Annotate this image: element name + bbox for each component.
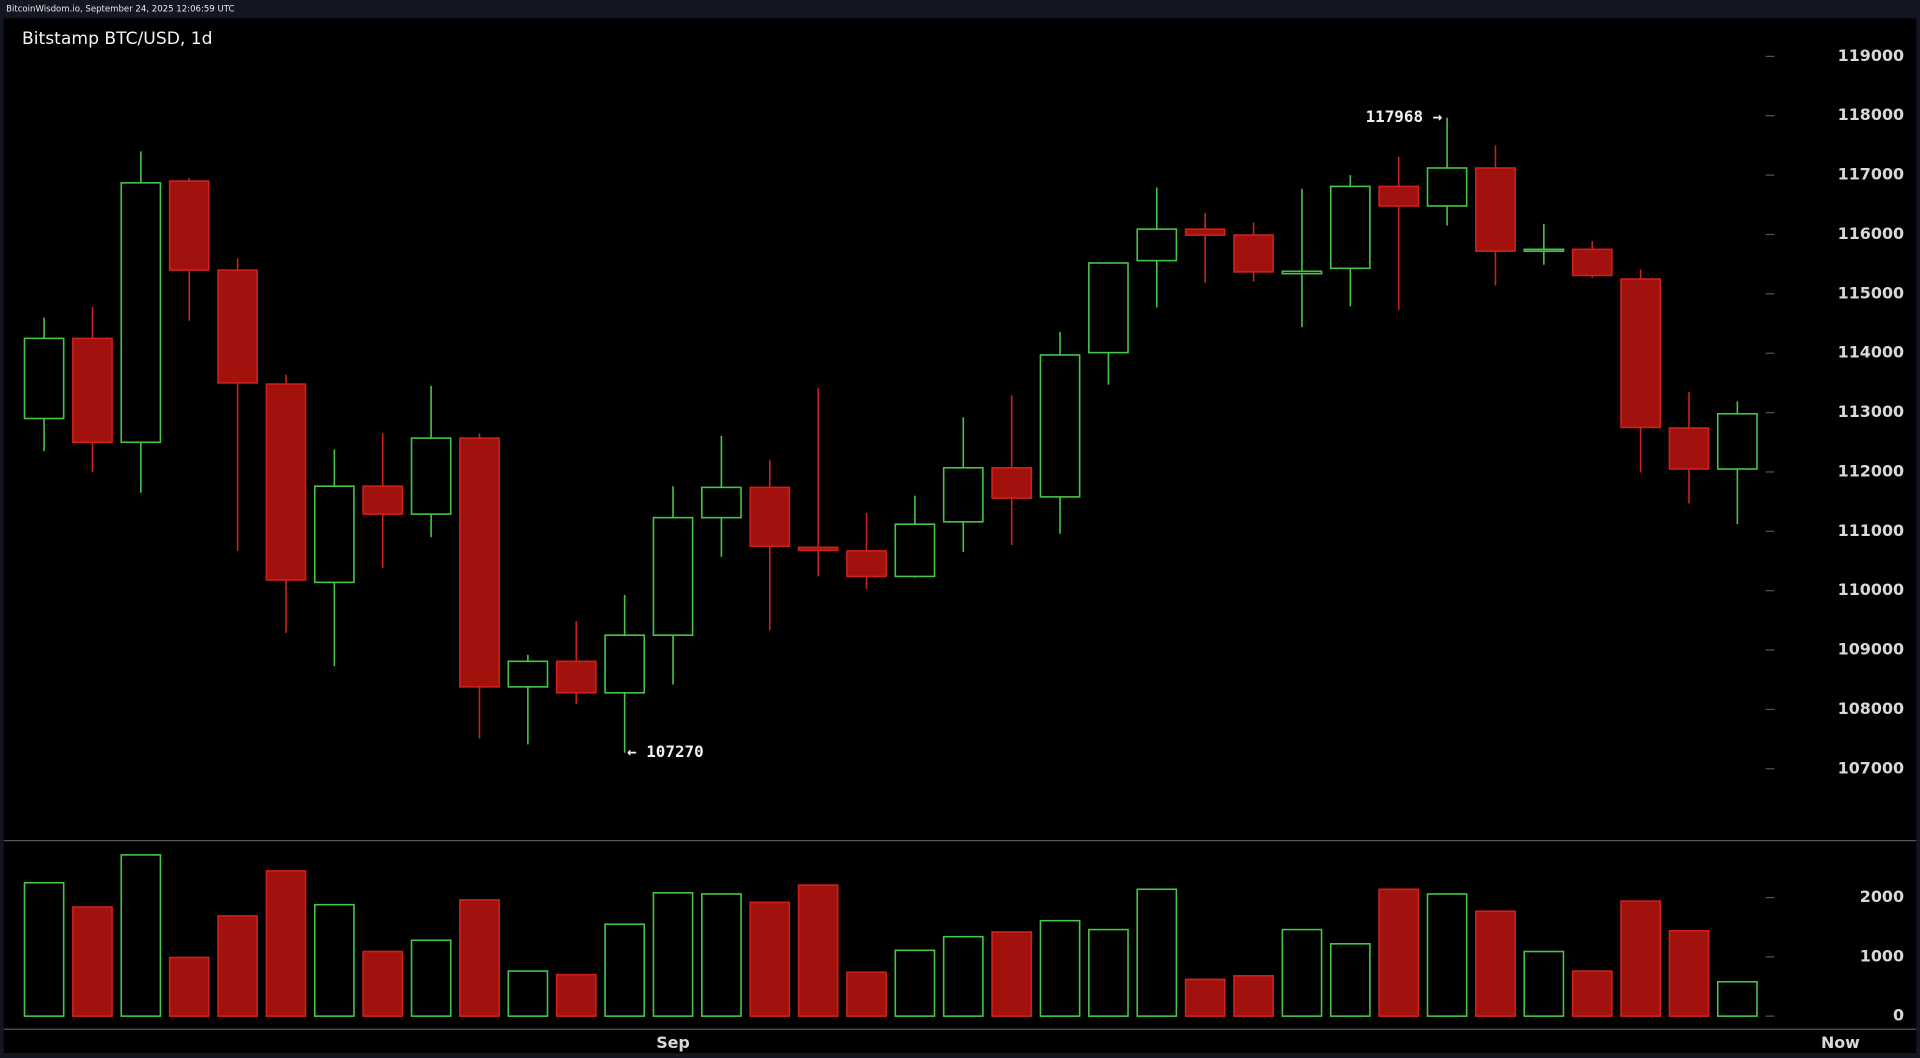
- y-tick-label: 115000: [1838, 283, 1904, 302]
- candle-body: [991, 466, 1033, 499]
- volume-bar: [168, 956, 210, 1017]
- y-tick-label: 111000: [1838, 521, 1904, 540]
- chart-title: Bitstamp BTC/USD, 1d: [22, 29, 213, 49]
- candle-body: [749, 486, 791, 547]
- volume-bar: [1716, 980, 1758, 1017]
- candle-body: [942, 466, 984, 523]
- y-tick-label: 0: [1893, 1006, 1904, 1025]
- candle-body: [1523, 248, 1565, 252]
- volume-bar: [797, 884, 839, 1017]
- volume-bar: [555, 973, 597, 1017]
- volume-bar: [701, 893, 742, 1017]
- volume-bar: [1620, 900, 1661, 1017]
- volume-bar: [1281, 928, 1323, 1017]
- candle-body: [1233, 234, 1274, 273]
- candle-body: [1281, 270, 1323, 275]
- candle-body: [701, 486, 742, 519]
- volume-bar: [652, 892, 694, 1017]
- volume-bar: [1571, 970, 1613, 1017]
- y-tick-label: 118000: [1838, 105, 1904, 124]
- volume-bar: [507, 970, 549, 1017]
- volume-bar: [1426, 893, 1468, 1017]
- volume-bar: [942, 935, 984, 1017]
- annotation: 117968 →: [1366, 107, 1443, 126]
- candle-body: [1716, 412, 1758, 470]
- y-tick-label: 113000: [1838, 402, 1904, 421]
- candle-body: [652, 516, 694, 637]
- y-tick-label: 107000: [1838, 758, 1904, 777]
- volume-bar: [23, 881, 65, 1017]
- candle-body: [1329, 185, 1371, 270]
- y-tick-label: 117000: [1838, 165, 1904, 184]
- volume-bar: [604, 923, 646, 1017]
- volume-bar: [1136, 888, 1178, 1017]
- candle-body: [1088, 262, 1129, 354]
- volume-bar: [1233, 975, 1274, 1017]
- volume-bar: [749, 901, 791, 1017]
- volume-bar: [1039, 919, 1081, 1017]
- y-tick-label: 112000: [1838, 461, 1904, 480]
- volume-bar: [459, 899, 500, 1017]
- volume-bar: [1378, 888, 1420, 1017]
- x-end-label: Now: [1821, 1033, 1860, 1052]
- candle-body: [1136, 228, 1178, 262]
- candle-body: [1571, 248, 1613, 277]
- volume-bar: [1088, 928, 1129, 1017]
- y-tick-label: 110000: [1838, 580, 1904, 599]
- candle-body: [846, 550, 887, 578]
- annotation: ← 107270: [627, 742, 704, 761]
- candle-body: [1378, 185, 1420, 207]
- volume-bar: [1475, 910, 1516, 1017]
- volume-bar: [1668, 929, 1710, 1017]
- candle-body: [120, 182, 162, 444]
- volume-bar: [217, 915, 258, 1017]
- volume-bar: [1329, 943, 1371, 1017]
- candle-body: [1668, 427, 1710, 470]
- candle-body: [168, 180, 210, 271]
- candle-body: [313, 485, 355, 584]
- candle-body: [1620, 278, 1661, 429]
- volume-bar: [1184, 978, 1226, 1017]
- volume-bar: [1523, 950, 1565, 1017]
- y-tick-label: 119000: [1838, 46, 1904, 65]
- candle-body: [1475, 167, 1516, 252]
- y-tick-label: 108000: [1838, 699, 1904, 718]
- candle-body: [23, 337, 65, 420]
- candle-body: [507, 660, 549, 688]
- candle-body: [894, 523, 936, 578]
- volume-bar: [120, 854, 162, 1017]
- volume-bar: [991, 931, 1033, 1017]
- y-tick-label: 114000: [1838, 343, 1904, 362]
- candle-body: [1426, 167, 1468, 207]
- candle-body: [1184, 228, 1226, 236]
- candle-body: [265, 383, 307, 581]
- candle-body: [797, 546, 839, 552]
- header: BitcoinWisdom.io, September 24, 2025 12:…: [6, 5, 234, 15]
- volume-bar: [265, 870, 307, 1017]
- candle-body: [459, 437, 500, 688]
- candle-body: [1039, 354, 1081, 498]
- candle-body: [217, 269, 258, 384]
- candle-body: [72, 337, 113, 444]
- volume-bar: [362, 950, 404, 1017]
- volume-bar: [72, 906, 113, 1017]
- y-tick-label: 116000: [1838, 224, 1904, 243]
- volume-bar: [313, 903, 355, 1017]
- volume-bar: [846, 971, 887, 1017]
- y-tick-label: 1000: [1860, 946, 1904, 965]
- y-tick-label: 109000: [1838, 640, 1904, 659]
- volume-bar: [894, 949, 936, 1017]
- y-tick-label: 2000: [1860, 887, 1904, 906]
- candle-body: [555, 660, 597, 694]
- candle-body: [604, 634, 646, 694]
- x-tick-label: Sep: [656, 1033, 690, 1052]
- volume-bar: [410, 939, 452, 1017]
- candle-body: [410, 437, 452, 515]
- candle-body: [362, 485, 404, 515]
